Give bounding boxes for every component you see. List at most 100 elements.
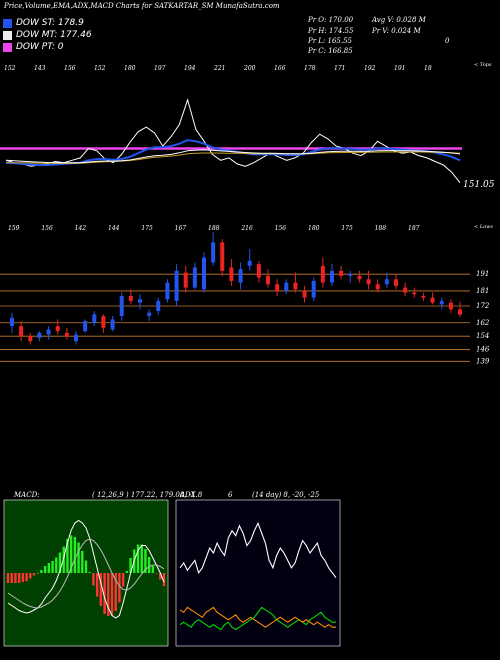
stat-avg-v: Avg V: 0.028 M [372,16,426,24]
candle-top-label: 180 [308,225,320,232]
macd-hist-bar [14,573,17,583]
candle-body [174,270,179,301]
candle-body [83,321,88,332]
dow-legend-item: DOW MT: 177.46 [3,30,92,40]
price-top-label: 191 [394,65,405,72]
candle-body [384,279,389,285]
candle-body [28,336,33,342]
candle-body [430,297,435,303]
macd-hist-bar [162,573,166,586]
price-top-label: 152 [4,65,16,72]
price-tick-label: 139 [476,357,490,365]
price-top-label: 156 [64,65,76,72]
dow-legend-item: DOW ST: 178.9 [3,18,84,28]
adx-title: ADX [180,491,196,499]
candle-top-label: 188 [208,225,220,232]
macd-hist-bar [58,552,62,573]
candle-body [266,275,270,285]
macd-hist-bar [95,573,99,597]
stat-pr-c: Pr C: 166.85 [308,47,353,55]
macd-hist-bar [88,572,91,573]
candle-body [183,272,188,288]
candle-top-label: 188 [375,225,387,232]
price-top-label: 152 [94,65,106,72]
dow-swatch [3,42,12,52]
macd-hist-bar [99,573,103,606]
macd-hist-bar [159,573,162,580]
macd-hist-bar [107,573,110,616]
dow-label: DOW MT: 177.46 [16,30,92,40]
macd-hist-bar [32,573,36,576]
candle-body [110,319,115,330]
macd-hist-bar [129,558,132,573]
candle-body [55,326,60,332]
candle-body [156,301,161,312]
macd-hist-bar [69,535,73,573]
candle-body [357,275,362,280]
candle-body [192,267,197,288]
adx-value: 6 [228,491,233,499]
price-top-label: 143 [34,65,46,72]
candle-body [375,284,380,290]
candle-top-label: 156 [41,225,53,232]
adx-values: (14 day) 8, -20, -25 [252,491,320,499]
candle-body [247,260,252,266]
price-tick-label: 181 [476,287,489,295]
candle-body [366,279,371,285]
price-tick-label: 154 [476,332,489,340]
macd-hist-bar [40,570,43,573]
macd-hist-bar [84,560,88,573]
stat-pct: 0 [445,37,450,45]
macd-hist-bar [6,573,10,583]
candle-body [293,282,298,290]
macd-hist-bar [47,563,51,573]
candle-body [138,299,142,303]
macd-line [7,538,165,609]
candle-top-label: 175 [141,225,153,232]
candle-body [330,270,334,283]
last-price-label: 151.05 [463,180,495,190]
macd-hist-bar [121,573,125,587]
candle-body [19,326,24,337]
candle-top-label: 175 [341,225,353,232]
price-tick-label: 162 [476,319,490,327]
price-top-label: 194 [184,65,196,72]
stat-pr-o: Pr O: 170.00 [308,16,354,24]
stat-pr-h: Pr H: 174.55 [308,27,354,35]
candle-body [403,287,408,293]
macd-hist-bar [29,573,32,579]
candle-body [165,282,170,300]
macd-hist-bar [25,573,28,581]
macd-hist-bar [103,573,106,614]
candle-body [348,274,353,276]
candle-body [220,242,225,271]
macd-hist-bar [136,544,140,573]
macd-hist-bar [73,537,77,573]
macd-hist-bar [110,573,114,616]
price-tick-label: 146 [476,346,490,354]
candle-body [119,295,124,317]
macd-hist-bar [55,557,58,573]
price-top-label: 221 [213,65,225,72]
candle-body [302,290,307,298]
macd-hist-bar [36,573,39,574]
candle-body [238,269,243,283]
adx-line [179,521,337,579]
candle-body [202,257,206,290]
dow-swatch [3,30,12,40]
price-tick-label: 191 [476,270,489,278]
macd-hist-bar [125,571,129,573]
macd-hist-bar [92,573,95,586]
tops-label: < Tops [474,62,492,68]
candle-body [37,332,42,338]
candle-top-label: 216 [240,225,253,232]
macd-hist-bar [77,542,80,573]
candle-top-label: 142 [75,225,87,232]
price-top-label: 18 [424,65,432,72]
candle-top-label: 159 [8,225,20,232]
macd-hist-bar [51,561,54,573]
adx-line [179,606,336,631]
macd-hist-bar [118,573,121,603]
price-top-label: 197 [154,65,166,72]
